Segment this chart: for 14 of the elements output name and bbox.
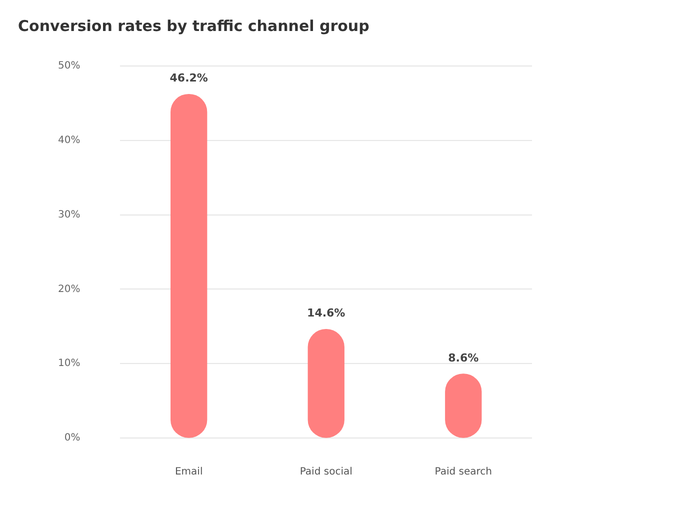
y-tick-label: 50% [58, 60, 80, 72]
bar [170, 94, 208, 438]
data-label: 46.2% [170, 72, 208, 85]
data-label: 14.6% [307, 306, 346, 320]
y-tick-label: 0% [64, 432, 80, 444]
y-tick-label: 40% [58, 134, 80, 146]
x-tick-label: Email [174, 466, 203, 478]
data-label: 8.6% [448, 351, 479, 364]
chart-title: Conversion rates by traffic channel group [18, 16, 370, 35]
y-tick-label: 20% [58, 284, 80, 295]
x-tick-label: Paid search [434, 466, 492, 478]
x-tick-label: Paid social [300, 466, 352, 478]
y-tick-label: 10% [58, 358, 80, 370]
y-tick-label: 30% [58, 209, 80, 220]
